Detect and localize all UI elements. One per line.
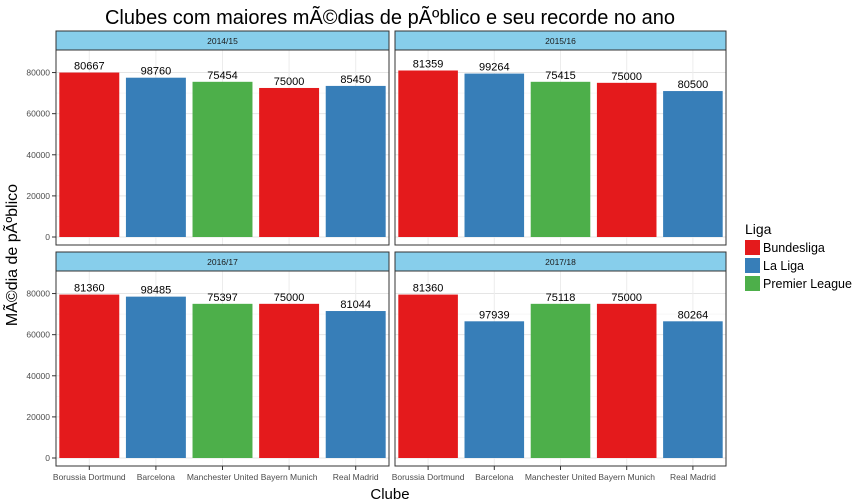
bar-value-label: 98485 bbox=[141, 285, 172, 297]
facet-panel: 80667 98760 75454 75000 85450 2014/15 0 20000 40… bbox=[26, 30, 390, 246]
bar bbox=[59, 294, 120, 458]
bar-value-label: 99264 bbox=[479, 62, 510, 74]
legend: Liga Bundesliga La Liga Premier League bbox=[745, 221, 852, 291]
y-tick-label: 0 bbox=[45, 453, 50, 463]
bar-value-label: 81360 bbox=[74, 283, 105, 295]
bar bbox=[259, 303, 320, 458]
legend-label: La Liga bbox=[763, 259, 804, 273]
bar bbox=[125, 77, 186, 237]
x-tick-label: Bayern Munich bbox=[598, 472, 655, 482]
y-tick-label: 80000 bbox=[26, 289, 50, 299]
facet-strip bbox=[394, 30, 727, 51]
y-tick-label: 40000 bbox=[26, 371, 50, 381]
facet-panels: 80667 98760 75454 75000 85450 2014/15 0 20000 40… bbox=[26, 30, 727, 482]
bar-value-label: 80667 bbox=[74, 61, 105, 73]
legend-key bbox=[745, 258, 760, 273]
y-tick-label: 40000 bbox=[26, 150, 50, 160]
facet-panel: 81359 99264 75415 75000 80500 2015/16 bbox=[394, 30, 727, 246]
bar bbox=[192, 303, 253, 458]
x-axis-title: Clube bbox=[370, 486, 409, 503]
bar bbox=[663, 321, 723, 458]
legend-key bbox=[745, 240, 760, 255]
x-tick-label: Bayern Munich bbox=[261, 472, 318, 482]
y-axis-title: MÃ©dia de pÃºblico bbox=[1, 184, 21, 326]
facet-panel: 81360 98485 75397 75000 81044 2016/17 0 20000 40… bbox=[26, 251, 390, 482]
x-tick-label: Manchester United bbox=[187, 472, 259, 482]
facet-strip-label: 2014/15 bbox=[207, 36, 238, 46]
bar-value-label: 81359 bbox=[413, 59, 444, 71]
bar-value-label: 80264 bbox=[678, 309, 709, 321]
bar bbox=[596, 303, 657, 458]
y-tick-label: 20000 bbox=[26, 412, 50, 422]
facet-strip-label: 2017/18 bbox=[545, 257, 576, 267]
bar bbox=[596, 82, 657, 237]
bar-value-label: 75415 bbox=[545, 70, 576, 82]
bar bbox=[59, 72, 120, 237]
legend-label: Premier League bbox=[763, 277, 852, 291]
bar bbox=[530, 303, 591, 458]
facet-strip bbox=[55, 251, 390, 272]
legend-label: Bundesliga bbox=[763, 241, 825, 255]
facet-strip-label: 2016/17 bbox=[207, 257, 238, 267]
bar-value-label: 98760 bbox=[141, 66, 172, 78]
bar bbox=[192, 81, 253, 237]
bar-value-label: 75000 bbox=[274, 292, 305, 304]
bar-value-label: 75000 bbox=[611, 71, 642, 83]
bar-value-label: 75000 bbox=[611, 292, 642, 304]
bar bbox=[398, 70, 458, 237]
y-tick-label: 60000 bbox=[26, 330, 50, 340]
bar bbox=[325, 311, 386, 458]
bar bbox=[325, 85, 386, 238]
x-tick-label: Borussia Dortmund bbox=[392, 472, 465, 482]
bar bbox=[464, 321, 525, 458]
x-tick-label: Barcelona bbox=[137, 472, 176, 482]
x-tick-label: Manchester United bbox=[525, 472, 597, 482]
x-tick-label: Barcelona bbox=[475, 472, 514, 482]
bar bbox=[663, 91, 723, 237]
bar-value-label: 97939 bbox=[479, 309, 510, 321]
legend-key bbox=[745, 276, 760, 291]
bar-value-label: 75118 bbox=[546, 292, 576, 304]
bar bbox=[398, 294, 458, 458]
y-tick-label: 0 bbox=[45, 232, 50, 242]
bar-value-label: 75397 bbox=[207, 292, 238, 304]
bar-value-label: 75000 bbox=[274, 76, 305, 88]
x-tick-label: Real Madrid bbox=[670, 472, 716, 482]
bar-value-label: 81360 bbox=[413, 283, 444, 295]
bar bbox=[125, 296, 186, 458]
x-tick-label: Real Madrid bbox=[333, 472, 379, 482]
bar bbox=[464, 73, 525, 237]
y-tick-label: 20000 bbox=[26, 191, 50, 201]
bar bbox=[259, 87, 320, 237]
bar-value-label: 81044 bbox=[340, 299, 371, 311]
bar-value-label: 85450 bbox=[340, 74, 371, 86]
facet-strip bbox=[394, 251, 727, 272]
chart-title: Clubes com maiores mÃ©dias de pÃºblico e… bbox=[105, 5, 675, 29]
bar-value-label: 75454 bbox=[207, 70, 238, 82]
bar-value-label: 80500 bbox=[678, 79, 709, 91]
y-tick-label: 60000 bbox=[26, 109, 50, 119]
facet-panel: 81360 97939 75118 75000 80264 2017/18 Borussia… bbox=[392, 251, 727, 482]
facet-strip bbox=[55, 30, 390, 51]
x-tick-label: Borussia Dortmund bbox=[53, 472, 126, 482]
bar bbox=[530, 81, 591, 237]
facet-strip-label: 2015/16 bbox=[545, 36, 576, 46]
y-tick-label: 80000 bbox=[26, 68, 50, 78]
legend-title: Liga bbox=[745, 221, 772, 237]
